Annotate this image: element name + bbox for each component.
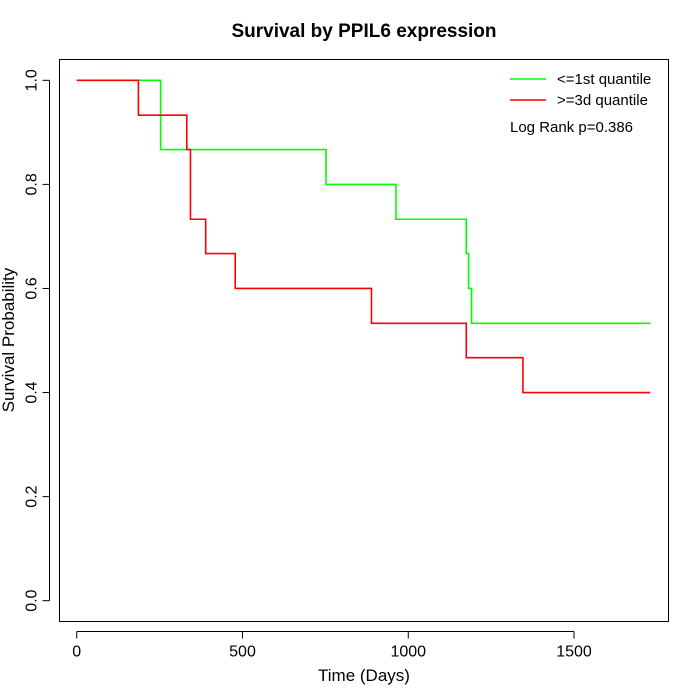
x-axis-label: Time (Days) [318,666,410,685]
legend-label-high: >=3d quantile [557,92,648,109]
y-tick-label: 1.0 [24,69,41,91]
y-tick-label: 0.8 [24,173,41,195]
y-tick-label: 0.4 [24,381,41,403]
log-rank-annotation: Log Rank p=0.386 [510,119,633,136]
series-line-high-expression [76,79,651,394]
y-tick-label: 0.0 [24,589,41,611]
y-tick-label: 0.6 [24,277,41,299]
chart-title: Survival by PPIL6 expression [231,21,496,42]
y-axis-label: Survival Probability [0,267,18,412]
plot-area-border [59,59,669,622]
y-tick-label: 0.2 [24,485,41,507]
series-layer [76,79,651,394]
legend-label-low: <=1st quantile [557,71,651,88]
series-line-low-expression [76,79,651,325]
x-tick-label: 1000 [390,644,426,661]
y-axis: 0.0 0.2 0.4 0.6 0.8 1.0 [24,69,50,612]
x-axis: 0 500 1000 1500 [72,631,592,661]
legend: <=1st quantile >=3d quantile [510,71,651,109]
x-tick-label: 0 [72,644,81,661]
x-tick-label: 1500 [556,644,592,661]
x-tick-label: 500 [229,644,256,661]
